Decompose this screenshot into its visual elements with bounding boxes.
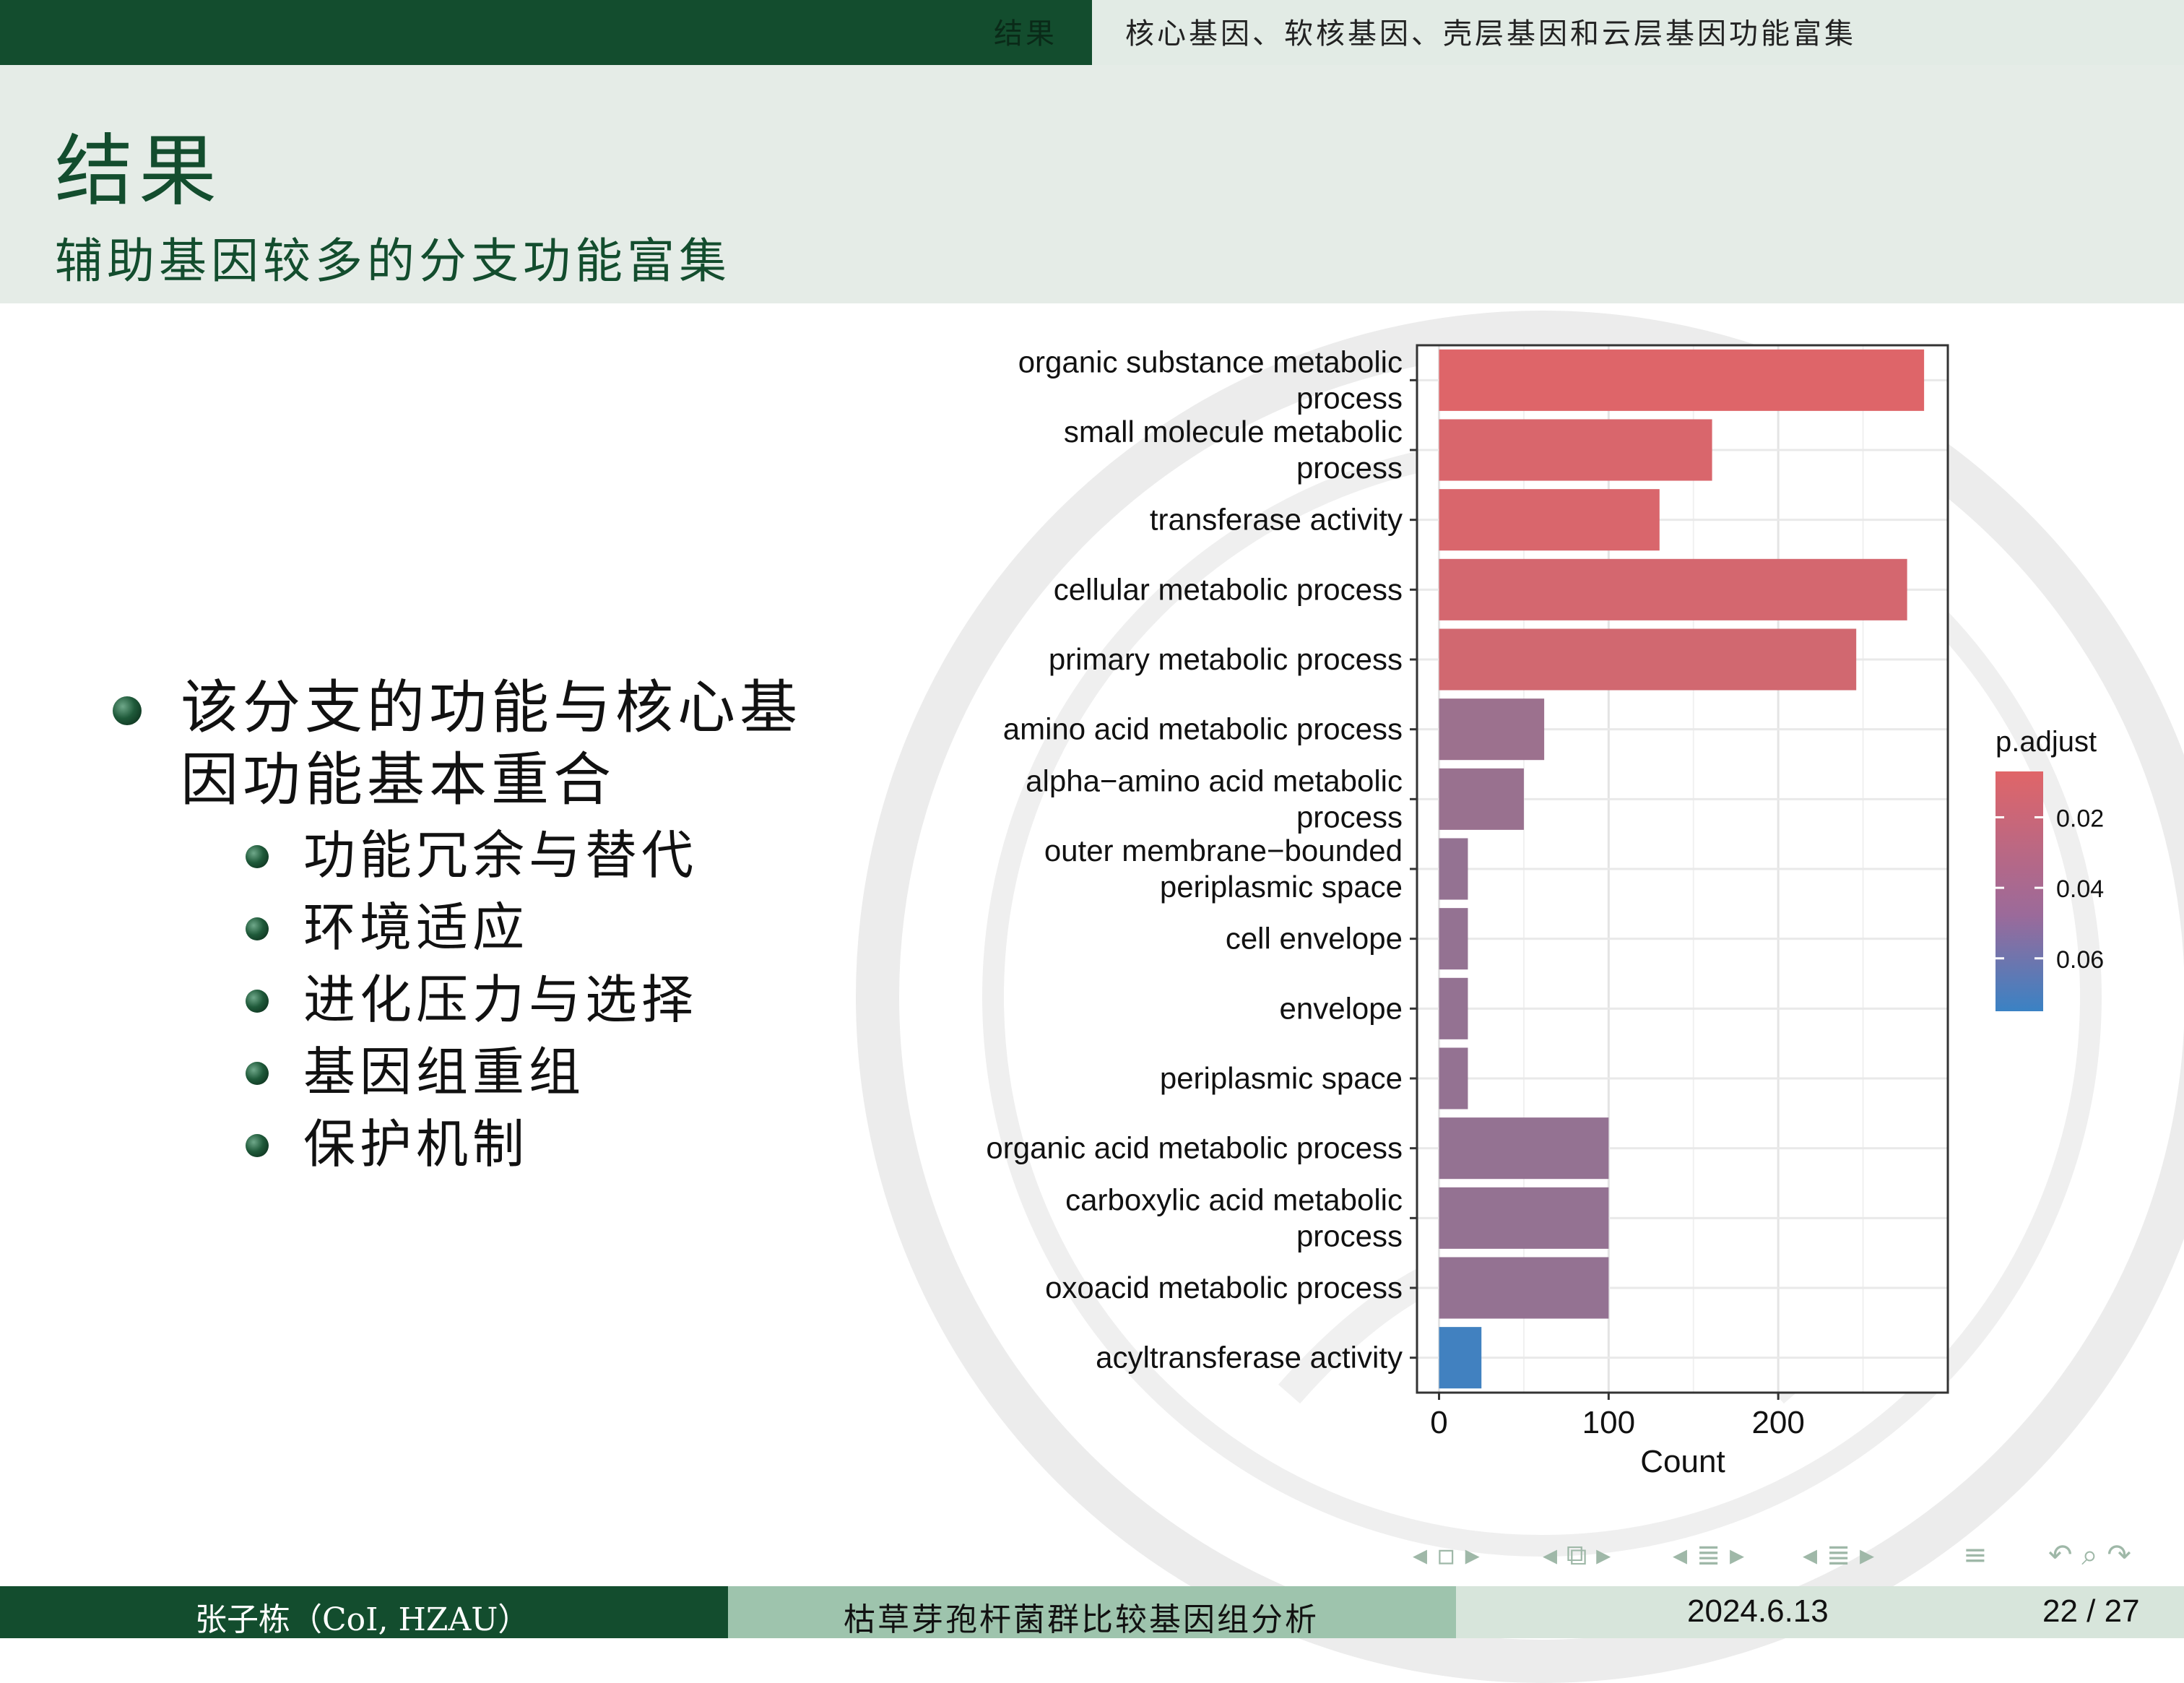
header-section-link[interactable]: 结果 <box>994 17 1057 51</box>
header-bar: 结果 核心基因、软核基因、壳层基因和云层基因功能富集 <box>0 0 2184 65</box>
bar <box>1439 419 1712 481</box>
legend-tick-label: 0.04 <box>2056 875 2104 903</box>
bullet-main: 该分支的功能与核心基因功能基本重合 <box>108 672 831 816</box>
footer-date: 2024.6.13 <box>1687 1593 1829 1629</box>
nav-subsection: ◂ ⧉ ▸ <box>1543 1539 1611 1572</box>
y-tick-label: outer membrane−bounded <box>1044 834 1403 868</box>
footer-author: 张子栋（CoI, HZAU） <box>195 1601 530 1638</box>
y-tick-label: acyltransferase activity <box>1096 1341 1403 1375</box>
header-subsection-area: 核心基因、软核基因、壳层基因和云层基因功能富集 <box>1092 0 2184 65</box>
sub-bullet-text: 基因组重组 <box>303 1042 586 1102</box>
y-tick-label: periplasmic space <box>1160 870 1403 904</box>
bar <box>1439 908 1468 970</box>
bar <box>1439 1047 1468 1109</box>
y-tick-label: organic substance metabolic <box>1018 345 1403 378</box>
header-subsection-link[interactable]: 核心基因、软核基因、壳层基因和云层基因功能富集 <box>1125 17 1856 51</box>
footer-title-box: 枯草芽孢杆菌群比较基因组分析 <box>728 1586 1456 1638</box>
sub-bullet-text: 环境适应 <box>303 897 529 958</box>
nav-section-icon[interactable]: ◂ ≣ ▸ <box>1673 1539 1745 1572</box>
y-tick-label: process <box>1296 451 1403 485</box>
bar <box>1439 977 1468 1039</box>
bar <box>1439 768 1524 830</box>
footer-talk-title: 枯草芽孢杆菌群比较基因组分析 <box>844 1601 1319 1638</box>
bar <box>1439 558 1907 620</box>
y-tick-label: process <box>1296 800 1403 834</box>
bullet-dot-icon <box>246 1062 269 1085</box>
sub-bullet-item: 环境适应 <box>246 891 831 964</box>
nav-frame-icon[interactable]: ◂ ▫ ▸ <box>1413 1539 1480 1572</box>
nav-subsection-icon[interactable]: ◂ ⧉ ▸ <box>1543 1539 1611 1572</box>
header-section-area: 结果 <box>0 0 1092 65</box>
nav-toc-icon[interactable]: ≡ <box>1963 1539 1988 1572</box>
y-tick-label: transferase activity <box>1150 503 1403 537</box>
footer-date-box: 2024.6.13 22 / 27 <box>1456 1586 2184 1638</box>
nav-section: ◂ ≣ ▸ <box>1673 1539 1744 1572</box>
y-tick-label: envelope <box>1280 991 1403 1025</box>
nav-search-icon[interactable]: ⌕ <box>2081 1539 2098 1572</box>
y-tick-label: small molecule metabolic <box>1064 415 1403 449</box>
nav-slide: ◂ ≣ ▸ <box>1803 1539 1874 1572</box>
y-tick-label: cellular metabolic process <box>1054 572 1403 606</box>
y-tick-label: oxoacid metabolic process <box>1045 1271 1403 1305</box>
y-tick-label: process <box>1296 1219 1403 1252</box>
footer-page-number: 22 / 27 <box>2042 1593 2140 1629</box>
y-tick-label: carboxylic acid metabolic <box>1065 1182 1403 1216</box>
frame-title-box: 结果 辅助基因较多的分支功能富集 <box>0 65 2184 303</box>
bar <box>1439 698 1545 761</box>
bar <box>1439 628 1857 691</box>
footer-author-box: 张子栋（CoI, HZAU） <box>0 1586 728 1638</box>
nav-slide-icon[interactable]: ◂ ≣ ▸ <box>1803 1539 1875 1572</box>
bullet-dot-icon <box>246 990 269 1013</box>
bullet-dot-icon <box>246 1134 269 1157</box>
frame-subtitle: 辅助基因较多的分支功能富集 <box>55 233 731 289</box>
y-tick-label: primary metabolic process <box>1049 642 1403 676</box>
x-axis-label: Count <box>1640 1444 1725 1479</box>
sub-bullet-item: 进化压力与选择 <box>246 964 831 1036</box>
bar <box>1439 489 1660 551</box>
y-tick-label: alpha−amino acid metabolic <box>1026 763 1403 797</box>
y-tick-label: process <box>1296 381 1403 415</box>
x-tick-label: 100 <box>1582 1405 1635 1440</box>
bullet-dot-icon <box>246 917 269 940</box>
bar <box>1439 838 1468 900</box>
frame-title: 结果 <box>55 126 223 217</box>
legend-tick-label: 0.06 <box>2056 946 2104 974</box>
bullet-dot-icon <box>246 845 269 868</box>
y-tick-label: cell envelope <box>1226 922 1403 956</box>
footer-bar: 张子栋（CoI, HZAU） 枯草芽孢杆菌群比较基因组分析 2024.6.13 … <box>0 1586 2184 1638</box>
sub-bullet-item: 功能冗余与替代 <box>246 819 831 891</box>
bullet-main-text: 该分支的功能与核心基因功能基本重合 <box>181 674 802 813</box>
sub-bullet-item: 保护机制 <box>246 1108 831 1180</box>
sub-bullet-item: 基因组重组 <box>246 1036 831 1108</box>
y-tick-label: organic acid metabolic process <box>986 1131 1403 1165</box>
enrichment-bar-chart: organic substance metabolicprocesssmall … <box>986 344 2104 1479</box>
bullet-dot-icon <box>113 696 142 725</box>
y-tick-label: periplasmic space <box>1160 1061 1403 1095</box>
nav-symbols: ◂ ▫ ▸ <box>1413 1539 1480 1572</box>
nav-toc: ≡ <box>1963 1539 1988 1572</box>
bar <box>1439 1257 1609 1319</box>
bullet-list: 该分支的功能与核心基因功能基本重合 功能冗余与替代 环境适应 进化压力与选择 基… <box>108 672 831 1180</box>
y-tick-label: amino acid metabolic process <box>1003 712 1403 746</box>
sub-bullet-list: 功能冗余与替代 环境适应 进化压力与选择 基因组重组 保护机制 <box>246 819 831 1180</box>
bar <box>1439 1187 1609 1249</box>
bar <box>1439 349 1925 411</box>
sub-bullet-text: 进化压力与选择 <box>303 969 698 1030</box>
nav-forward-icon[interactable]: ↷ <box>2107 1539 2131 1572</box>
legend-title: p.adjust <box>1996 726 2097 758</box>
x-tick-label: 200 <box>1751 1405 1804 1440</box>
nav-search: ↶ ⌕ ↷ <box>2048 1539 2131 1572</box>
bar <box>1439 1327 1482 1389</box>
sub-bullet-text: 功能冗余与替代 <box>303 825 698 886</box>
bar <box>1439 1117 1609 1180</box>
sub-bullet-text: 保护机制 <box>303 1114 529 1174</box>
nav-back-icon[interactable]: ↶ <box>2048 1539 2073 1572</box>
legend-tick-label: 0.02 <box>2056 805 2104 832</box>
legend-color-bar <box>1996 771 2043 1011</box>
x-tick-label: 0 <box>1430 1405 1447 1440</box>
